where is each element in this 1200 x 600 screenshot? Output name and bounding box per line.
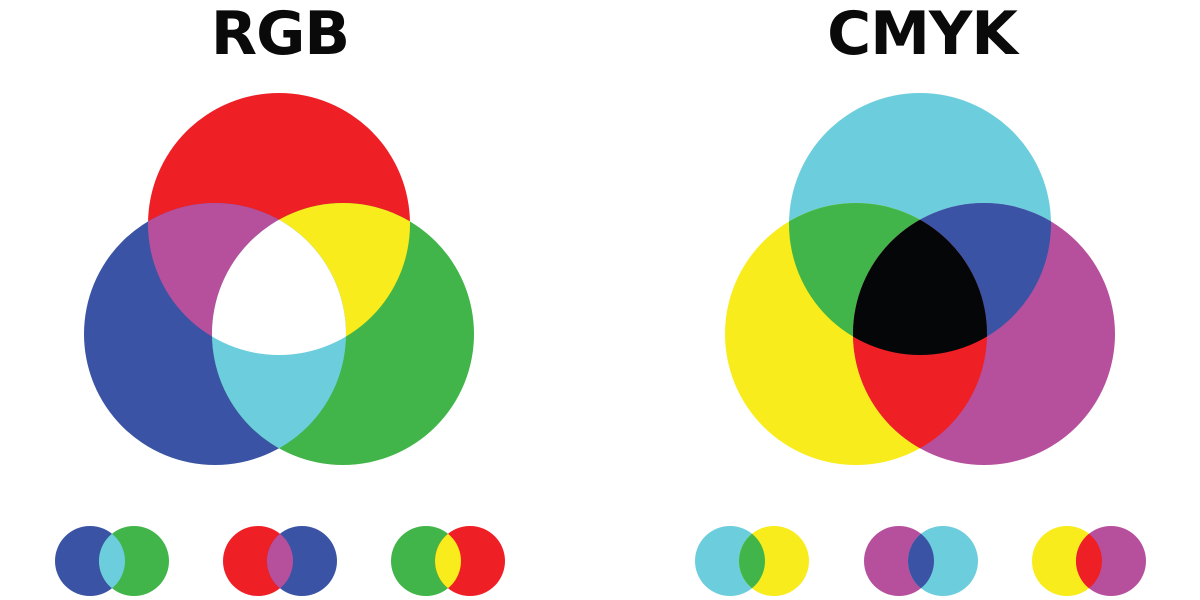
cmyk-pair-1: [695, 526, 809, 596]
rgb-pair-1: [55, 526, 169, 596]
cmyk-pair-mixes: [695, 526, 1146, 596]
cmyk-venn-diagram: [725, 93, 1115, 465]
rgb-pair-mixes: [55, 526, 505, 596]
rgb-pair-2-mix: [267, 526, 293, 596]
rgb-pair-3: [391, 526, 505, 596]
rgb-title: RGB: [210, 0, 350, 69]
cmyk-pair-2-mix: [908, 526, 934, 596]
cmyk-pair-3-mix: [1076, 526, 1102, 596]
rgb-pair-2: [223, 526, 337, 596]
rgb-venn-diagram: [84, 93, 474, 465]
rgb-pair-3-mix: [435, 526, 461, 596]
rgb-pair-1-mix: [99, 526, 125, 596]
cmyk-pair-1-mix: [739, 526, 765, 596]
cmyk-title: CMYK: [827, 0, 1018, 69]
cmyk-pair-3: [1032, 526, 1146, 596]
cmyk-pair-2: [864, 526, 978, 596]
